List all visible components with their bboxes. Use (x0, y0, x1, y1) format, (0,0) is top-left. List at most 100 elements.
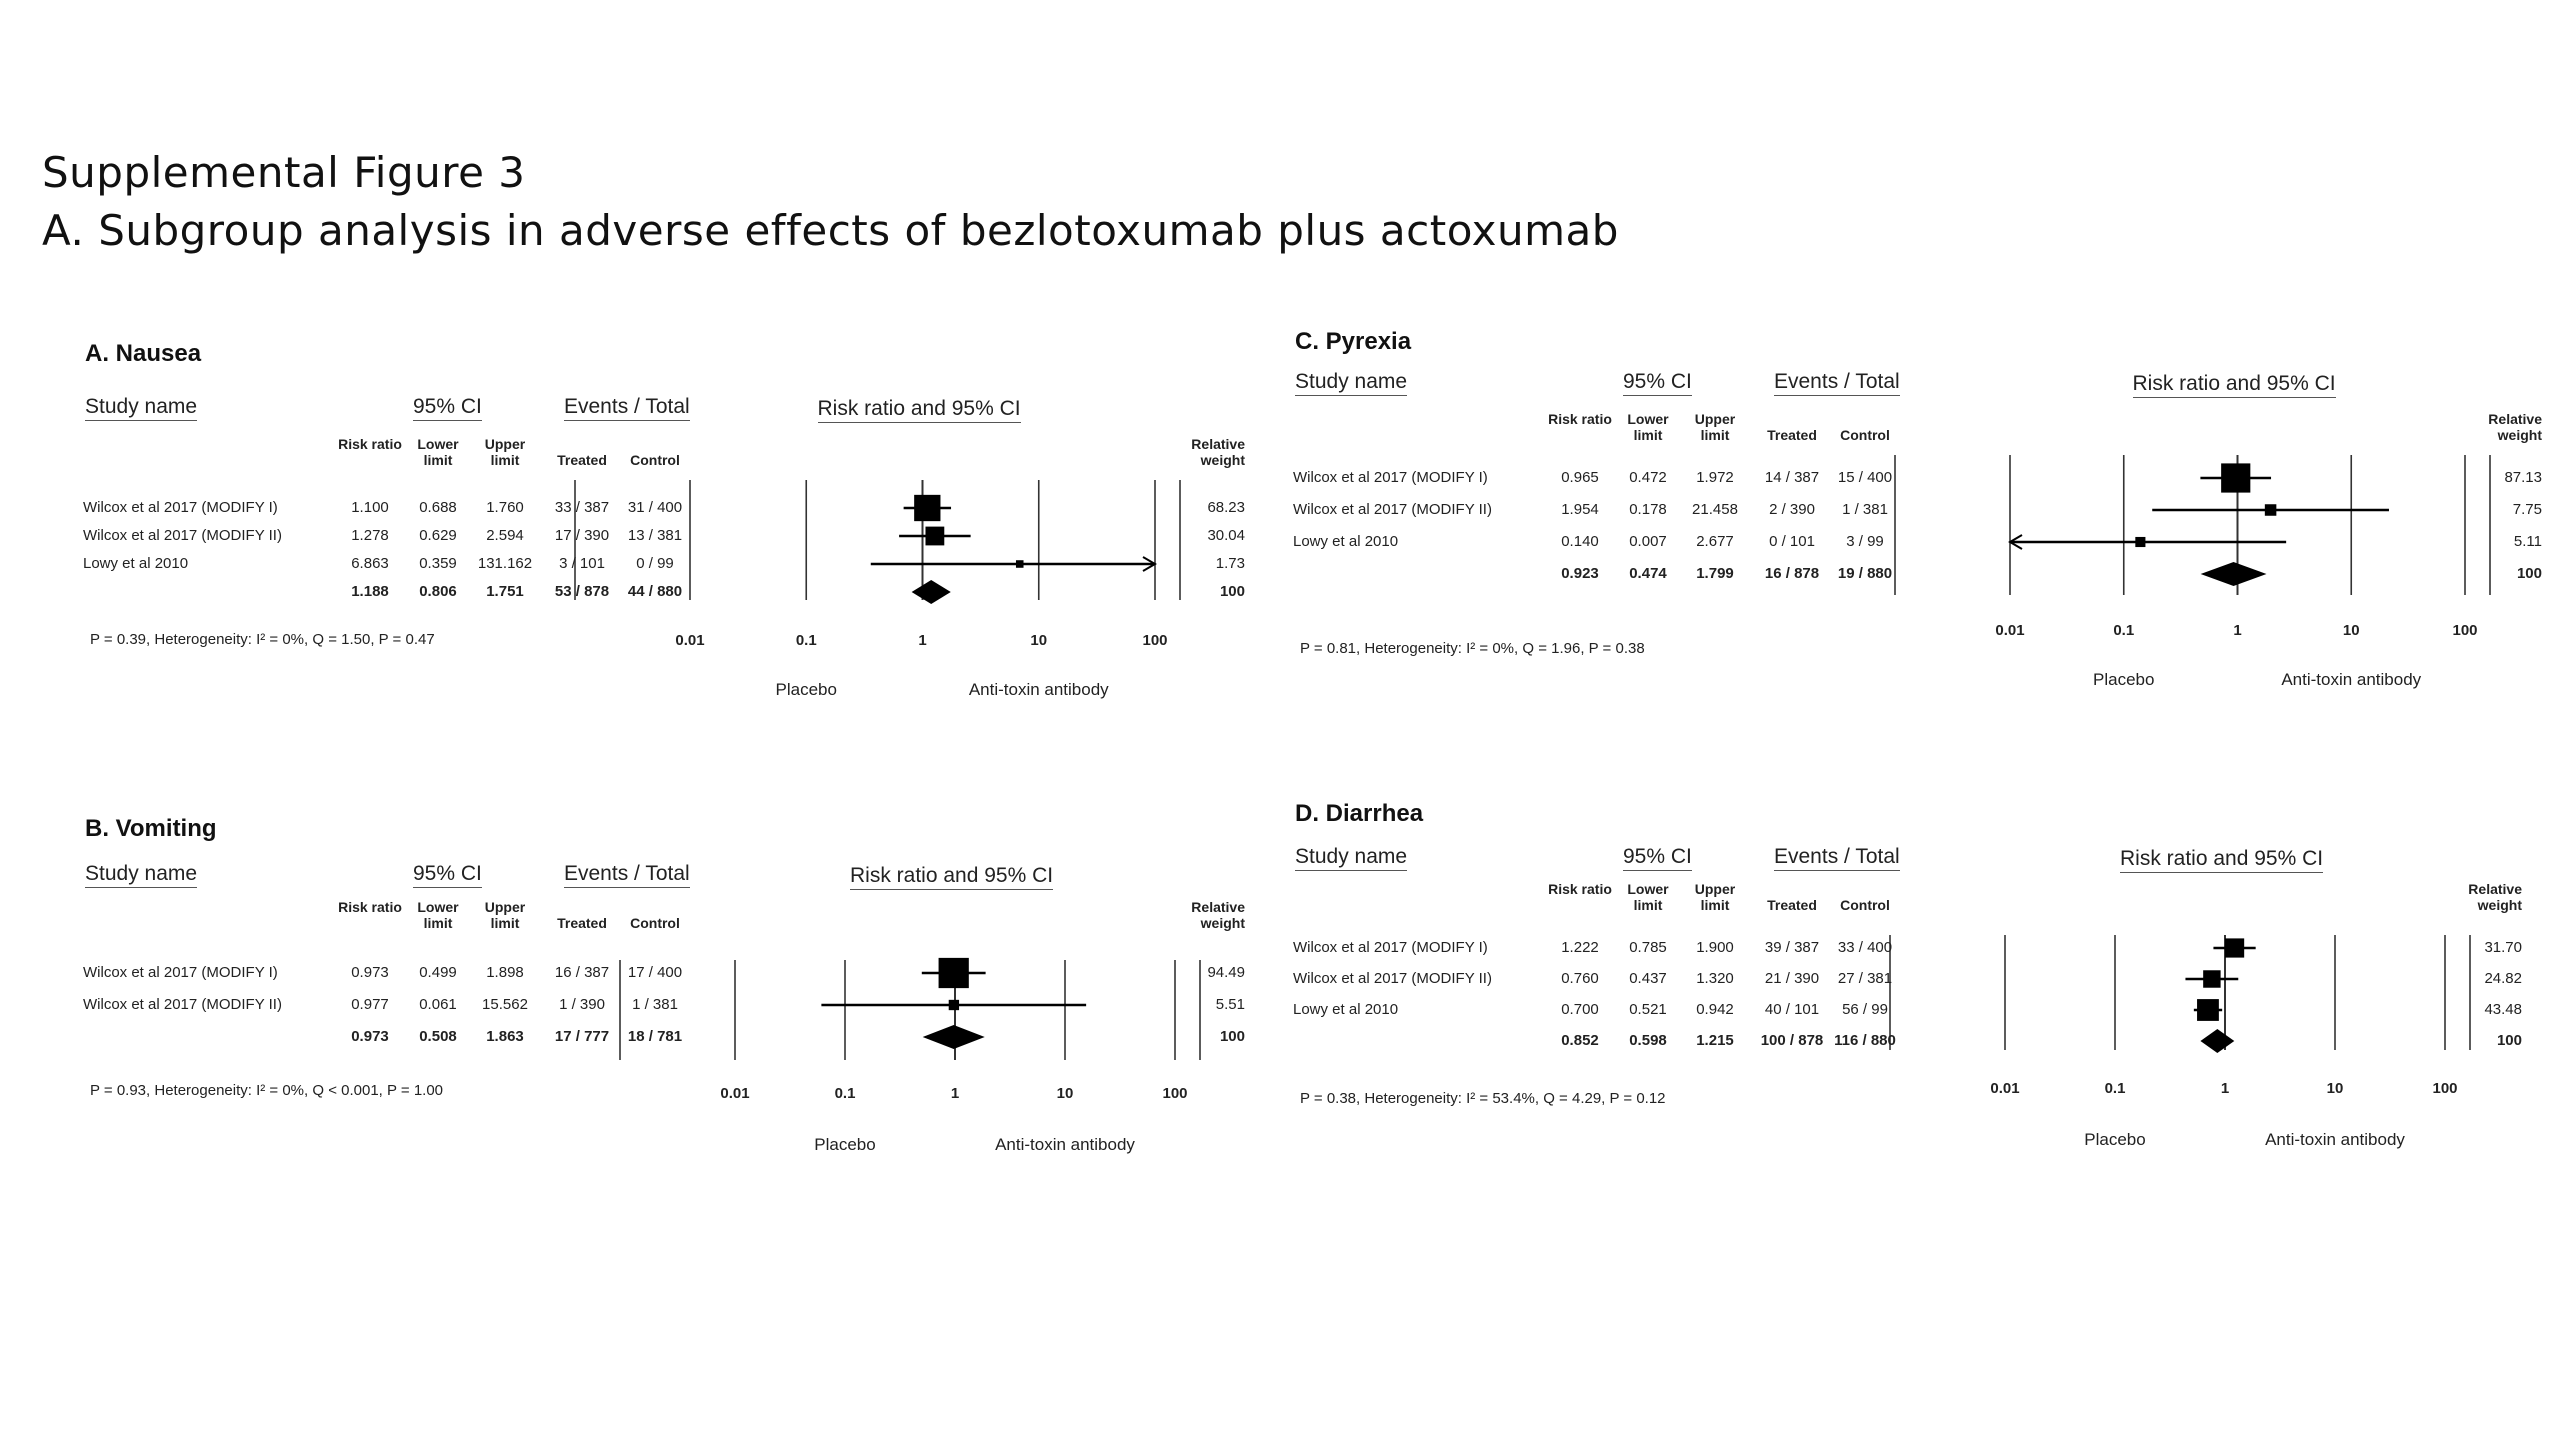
panel-title: B. Vomiting (85, 815, 217, 842)
x-tick-label: 10 (1056, 1085, 1074, 1102)
heterogeneity-stats: P = 0.38, Heterogeneity: I² = 53.4%, Q =… (1300, 1090, 1666, 1107)
plot-title: Risk ratio and 95% CI (850, 864, 1054, 890)
pooled-diamond (2200, 1029, 2235, 1053)
study-name-header: Study name (85, 862, 198, 888)
upper-limit-col-header: Upper limit (1694, 411, 1736, 443)
row-value-upper: 1.898 (486, 964, 524, 981)
plot-title: Risk ratio and 95% CI (2120, 847, 2324, 873)
row-value-control: 17 / 400 (627, 964, 683, 981)
row-value-treated: 17 / 390 (554, 527, 610, 544)
row-weight: 1.73 (1215, 555, 1245, 572)
antitoxin-label: Anti-toxin antibody (968, 680, 1109, 699)
row-value-lower: 0.359 (419, 555, 457, 572)
pooled-diamond (2200, 562, 2267, 586)
study-name: Wilcox et al 2017 (MODIFY I) (83, 499, 278, 516)
effect-square (2221, 463, 2251, 493)
x-tick-label: 1 (2220, 1080, 2230, 1097)
x-tick-label: 100 (2432, 1080, 2458, 1097)
pooled-diamond (911, 580, 951, 604)
total-value-treated: 100 / 878 (1760, 1032, 1824, 1049)
row-value-treated: 0 / 101 (1769, 533, 1815, 550)
events-total-header: Events / Total (1774, 845, 1900, 871)
row-value-control: 1 / 381 (632, 996, 678, 1013)
x-tick-label: 1 (918, 632, 927, 649)
row-value-lower: 0.521 (1629, 1001, 1667, 1018)
total-value-rr: 0.852 (1561, 1032, 1599, 1049)
total-value-upper: 1.799 (1696, 565, 1734, 582)
risk-ratio-col-header: Risk ratio (338, 436, 402, 452)
row-value-treated: 39 / 387 (1764, 939, 1820, 956)
total-weight: 100 (1219, 1028, 1245, 1045)
total-value-control: 44 / 880 (627, 583, 683, 600)
x-tick-label: 1 (950, 1085, 960, 1102)
row-value-rr: 0.700 (1561, 1001, 1599, 1018)
arrow-right (1142, 556, 1157, 572)
risk-ratio-col-header: Risk ratio (1548, 411, 1612, 427)
x-tick-label: 0.01 (1995, 622, 2025, 639)
row-value-treated: 21 / 390 (1764, 970, 1820, 987)
study-name: Lowy et al 2010 (83, 555, 189, 572)
forest-plot-svg (1894, 455, 2491, 595)
total-weight: 100 (2516, 565, 2542, 582)
row-value-upper: 0.942 (1696, 1001, 1734, 1018)
placebo-label: Placebo (814, 1135, 876, 1154)
row-value-treated: 3 / 101 (559, 555, 605, 572)
row-value-rr: 0.973 (351, 964, 389, 981)
row-value-rr: 0.977 (351, 996, 389, 1013)
row-value-lower: 0.629 (419, 527, 457, 544)
total-weight: 100 (2496, 1032, 2522, 1049)
panel-title: D. Diarrhea (1295, 800, 1424, 827)
study-name: Lowy et al 2010 (1293, 533, 1399, 550)
relative-weight-col-header: Relative weight (2468, 881, 2522, 913)
row-weight: 5.11 (2513, 533, 2542, 550)
relative-weight-col-header: Relative weight (1191, 436, 1245, 468)
control-col-header: Control (1840, 897, 1890, 913)
x-tick-label: 0.1 (2104, 1080, 2126, 1097)
plot-title: Risk ratio and 95% CI (2132, 372, 2336, 398)
upper-limit-col-header: Upper limit (1694, 881, 1736, 913)
study-name: Wilcox et al 2017 (MODIFY II) (1293, 501, 1492, 518)
row-value-control: 0 / 99 (636, 555, 674, 572)
row-value-treated: 1 / 390 (559, 996, 605, 1013)
x-tick-label: 10 (2326, 1080, 2344, 1097)
row-value-upper: 2.594 (486, 527, 524, 544)
control-col-header: Control (630, 915, 680, 931)
x-tick-label: 0.1 (795, 632, 817, 649)
row-value-treated: 40 / 101 (1764, 1001, 1820, 1018)
total-value-treated: 17 / 777 (554, 1028, 610, 1045)
row-value-treated: 16 / 387 (554, 964, 610, 981)
total-value-upper: 1.215 (1696, 1032, 1734, 1049)
effect-square (938, 957, 969, 989)
placebo-label: Placebo (2093, 670, 2155, 689)
study-name-header: Study name (1295, 370, 1408, 396)
study-name-header: Study name (85, 395, 198, 421)
row-value-rr: 1.222 (1561, 939, 1599, 956)
upper-limit-col-header: Upper limit (484, 436, 526, 468)
upper-limit-col-header: Upper limit (484, 899, 526, 931)
total-value-rr: 0.973 (351, 1028, 389, 1045)
panel-title: C. Pyrexia (1295, 328, 1412, 355)
forest-plot-svg (574, 480, 1181, 604)
row-value-control: 3 / 99 (1846, 533, 1884, 550)
x-tick-label: 0.1 (2113, 622, 2135, 639)
row-value-upper: 2.677 (1696, 533, 1734, 550)
effect-square (2264, 504, 2277, 516)
row-value-control: 27 / 381 (1837, 970, 1893, 987)
events-total-header: Events / Total (564, 862, 690, 888)
antitoxin-label: Anti-toxin antibody (2265, 1130, 2405, 1149)
row-weight: 31.70 (2484, 939, 2522, 956)
row-value-lower: 0.499 (419, 964, 457, 981)
row-value-treated: 2 / 390 (1769, 501, 1815, 518)
study-name: Wilcox et al 2017 (MODIFY II) (83, 996, 282, 1013)
treated-col-header: Treated (557, 452, 607, 468)
row-value-control: 31 / 400 (627, 499, 683, 516)
row-value-rr: 1.278 (351, 527, 389, 544)
study-name-header: Study name (1295, 845, 1408, 871)
effect-square (925, 526, 945, 546)
row-weight: 24.82 (2484, 970, 2522, 987)
row-value-upper: 1.320 (1696, 970, 1734, 987)
figure-title-line1: Supplemental Figure 3 (42, 148, 526, 197)
forest-plot-svg (619, 957, 1201, 1060)
total-value-treated: 16 / 878 (1764, 565, 1820, 582)
heterogeneity-stats: P = 0.81, Heterogeneity: I² = 0%, Q = 1.… (1300, 640, 1645, 657)
